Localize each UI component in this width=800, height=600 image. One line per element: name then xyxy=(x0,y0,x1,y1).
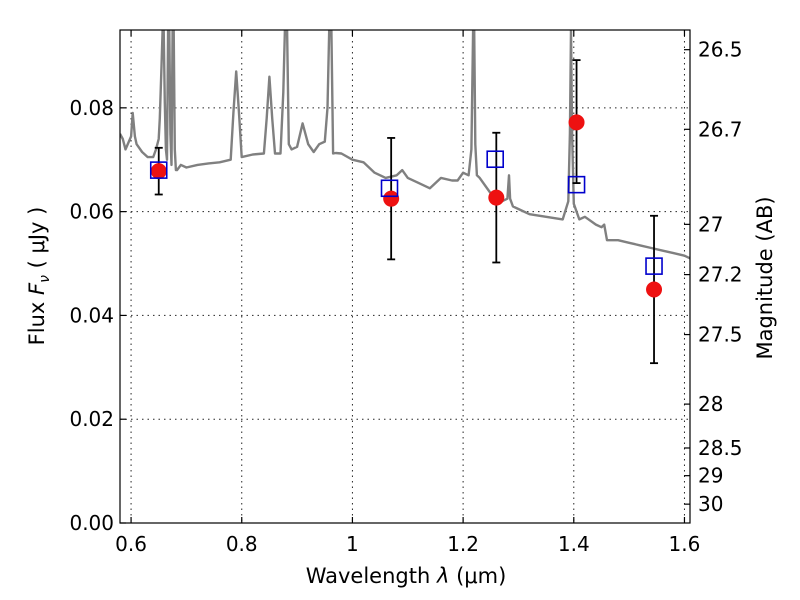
model-photometry-marker xyxy=(380,179,399,198)
x-axis-label-symbol: λ xyxy=(436,564,449,588)
tick-labels: 0.6 0.8 1 1.2 1.4 1.6 0.00 0.02 0.04 0.06 0.08 26.5… xyxy=(69,38,742,556)
observed-point xyxy=(646,281,663,298)
observed-point xyxy=(488,189,505,206)
right-tick-label: 27.2 xyxy=(698,263,743,287)
x-axis-label-unit: (μm) xyxy=(456,564,506,588)
observed-point xyxy=(568,114,585,131)
observed-point xyxy=(383,190,400,207)
observed-point xyxy=(150,163,167,180)
right-tick-label: 30 xyxy=(698,492,723,516)
x-tick-label: 1.4 xyxy=(558,532,590,556)
right-tick-label: 26.7 xyxy=(698,117,743,141)
x-tick-label: 1.2 xyxy=(447,532,479,556)
x-tick-label: 0.8 xyxy=(226,532,258,556)
y-tick-label: 0.08 xyxy=(69,96,114,120)
y-axis-label-text: Flux xyxy=(25,302,49,346)
y-axis-label-unit: ( μJy ) xyxy=(25,207,49,269)
model-photometry-marker xyxy=(645,257,663,275)
model-photometry-marker xyxy=(567,175,586,194)
right-tick-label: 27.5 xyxy=(698,323,743,347)
x-axis-label-text: Wavelength xyxy=(306,564,431,588)
right-tick-label: 29 xyxy=(698,464,723,488)
y-tick-label: 0.00 xyxy=(69,511,114,535)
right-tick-label: 27 xyxy=(698,212,723,236)
x-tick-label: 1.6 xyxy=(669,532,701,556)
y-axis-label-symbol: F xyxy=(25,282,49,295)
template-spectrum xyxy=(120,30,690,260)
x-tick-label: 0.6 xyxy=(115,532,147,556)
y-axis-label-subscript: ν xyxy=(37,275,53,283)
plot-frame xyxy=(119,29,691,524)
right-tick-label: 26.5 xyxy=(698,38,743,62)
y-tick-label: 0.02 xyxy=(69,407,114,431)
tick-marks xyxy=(120,30,690,524)
model-photometry-marker xyxy=(149,161,168,179)
template-spectrum-line xyxy=(120,30,690,260)
x-tick-label: 1 xyxy=(346,532,359,556)
right-axis-label: Magnitude (AB) xyxy=(753,196,777,359)
y-tick-label: 0.06 xyxy=(69,200,114,224)
x-axis-label: Wavelength λ (μm) xyxy=(306,564,507,588)
y-tick-label: 0.04 xyxy=(69,303,114,327)
model-photometry-markers xyxy=(149,150,663,275)
right-tick-label: 28 xyxy=(698,392,723,416)
right-tick-label: 28.5 xyxy=(698,436,743,460)
model-photometry-marker xyxy=(486,150,505,169)
y-axis-label: Flux Fν ( μJy ) xyxy=(25,207,54,346)
